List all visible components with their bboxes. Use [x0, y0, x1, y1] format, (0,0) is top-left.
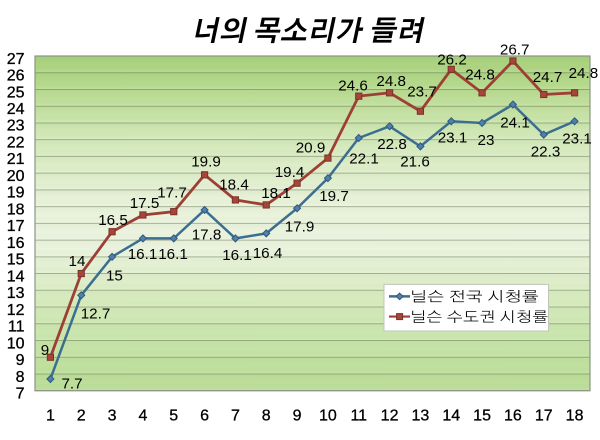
svg-text:24.1: 24.1 — [500, 114, 530, 131]
svg-text:14: 14 — [7, 268, 25, 285]
svg-text:6: 6 — [200, 407, 209, 424]
svg-text:20: 20 — [7, 168, 25, 185]
svg-text:19.7: 19.7 — [319, 188, 349, 205]
svg-text:4: 4 — [138, 407, 147, 424]
svg-text:18.1: 18.1 — [261, 185, 291, 202]
svg-text:17.5: 17.5 — [130, 195, 160, 212]
svg-text:13: 13 — [7, 285, 25, 302]
svg-text:13: 13 — [412, 407, 430, 424]
svg-text:1: 1 — [46, 407, 55, 424]
svg-text:23.1: 23.1 — [438, 129, 468, 146]
svg-text:16: 16 — [7, 235, 25, 252]
svg-text:22.8: 22.8 — [377, 136, 407, 153]
svg-text:11: 11 — [8, 319, 25, 336]
svg-text:9: 9 — [293, 407, 302, 424]
svg-text:18: 18 — [7, 201, 25, 218]
svg-text:12: 12 — [7, 302, 25, 319]
svg-text:15: 15 — [7, 252, 25, 269]
svg-text:26.7: 26.7 — [500, 41, 530, 58]
svg-text:12.7: 12.7 — [81, 305, 111, 322]
svg-text:16.1: 16.1 — [222, 247, 252, 264]
svg-text:23.7: 23.7 — [407, 84, 437, 101]
svg-text:22: 22 — [7, 134, 25, 151]
svg-text:17: 17 — [7, 218, 25, 235]
svg-text:7: 7 — [231, 407, 240, 424]
svg-text:18: 18 — [566, 407, 584, 424]
svg-text:24.6: 24.6 — [338, 78, 368, 95]
svg-text:7.7: 7.7 — [61, 375, 82, 392]
svg-text:24.7: 24.7 — [533, 69, 563, 86]
svg-text:18.4: 18.4 — [219, 176, 249, 193]
svg-text:19.9: 19.9 — [191, 153, 221, 170]
svg-text:2: 2 — [77, 407, 86, 424]
svg-text:7: 7 — [16, 386, 25, 403]
svg-text:17.7: 17.7 — [157, 184, 187, 201]
svg-text:17.9: 17.9 — [285, 218, 315, 235]
svg-text:23: 23 — [7, 118, 25, 135]
svg-text:21: 21 — [7, 151, 25, 168]
svg-text:10: 10 — [7, 335, 25, 352]
svg-text:24.8: 24.8 — [569, 65, 599, 82]
svg-text:26: 26 — [7, 68, 25, 85]
svg-text:14: 14 — [69, 253, 86, 270]
svg-text:19: 19 — [7, 185, 25, 202]
svg-text:9: 9 — [41, 342, 49, 359]
svg-text:8: 8 — [16, 369, 25, 386]
svg-text:22.3: 22.3 — [531, 143, 561, 160]
svg-text:12: 12 — [381, 407, 399, 424]
svg-text:3: 3 — [108, 407, 117, 424]
svg-text:17.8: 17.8 — [192, 226, 222, 243]
svg-text:25: 25 — [7, 84, 25, 101]
svg-text:15: 15 — [473, 407, 491, 424]
svg-text:16.4: 16.4 — [253, 245, 283, 262]
svg-text:24.8: 24.8 — [465, 66, 495, 83]
svg-text:20.9: 20.9 — [296, 139, 326, 156]
svg-text:27: 27 — [7, 51, 25, 68]
svg-text:23.1: 23.1 — [562, 130, 592, 147]
svg-text:16: 16 — [504, 407, 522, 424]
svg-text:24.8: 24.8 — [376, 73, 406, 90]
svg-text:16.5: 16.5 — [98, 212, 128, 229]
svg-text:19.4: 19.4 — [275, 164, 305, 181]
svg-text:22.1: 22.1 — [349, 151, 379, 168]
svg-text:24: 24 — [7, 101, 25, 118]
svg-text:21.6: 21.6 — [400, 153, 430, 170]
svg-text:9: 9 — [16, 352, 25, 369]
svg-text:16.1: 16.1 — [128, 246, 158, 263]
svg-text:26.2: 26.2 — [437, 52, 467, 69]
svg-text:5: 5 — [169, 407, 178, 424]
svg-text:17: 17 — [535, 407, 553, 424]
svg-text:14: 14 — [442, 407, 460, 424]
svg-text:10: 10 — [319, 407, 337, 424]
svg-text:15: 15 — [106, 267, 123, 284]
svg-text:11: 11 — [350, 407, 367, 424]
svg-text:8: 8 — [262, 407, 271, 424]
svg-text:23: 23 — [478, 132, 495, 149]
svg-text:16.1: 16.1 — [158, 246, 188, 263]
